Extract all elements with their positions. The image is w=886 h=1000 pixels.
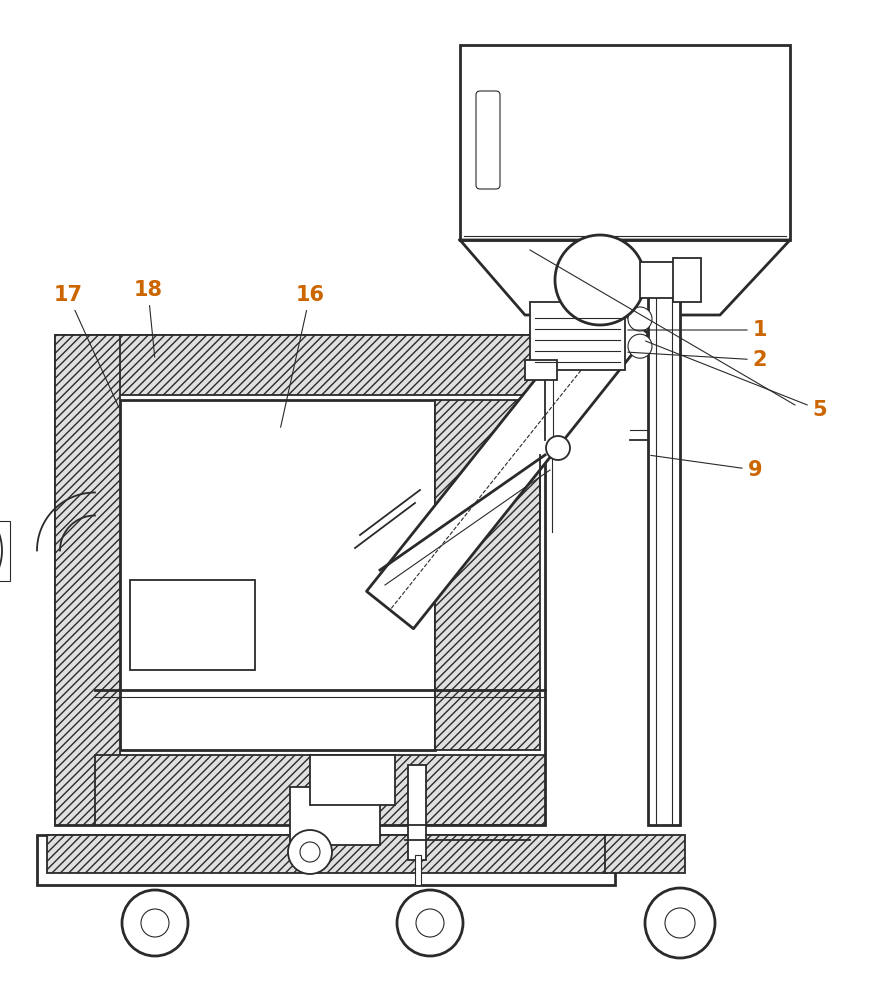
Text: 18: 18 (134, 280, 162, 357)
Bar (605, 835, 685, 873)
Bar (435, 400, 540, 750)
Bar (290, 787, 380, 845)
Text: 5: 5 (646, 341, 828, 420)
Text: 1: 1 (628, 320, 767, 340)
Text: 9: 9 (650, 455, 762, 480)
Bar (55, 335, 545, 825)
Bar (530, 302, 625, 370)
Bar (130, 580, 255, 670)
Circle shape (288, 830, 332, 874)
Circle shape (0, 498, 2, 602)
Bar (310, 755, 395, 805)
Bar (55, 335, 120, 825)
Circle shape (546, 436, 570, 460)
Bar (47, 835, 607, 873)
Text: 16: 16 (281, 285, 324, 427)
Bar (37, 835, 615, 885)
Circle shape (665, 908, 695, 938)
Bar (460, 45, 790, 240)
Circle shape (141, 909, 169, 937)
Circle shape (397, 890, 463, 956)
Bar (0, 520, 10, 580)
Bar (525, 360, 557, 380)
Bar (648, 290, 680, 825)
Circle shape (628, 334, 652, 358)
Circle shape (122, 890, 188, 956)
Circle shape (300, 842, 320, 862)
Circle shape (628, 307, 652, 331)
Polygon shape (367, 296, 649, 629)
Bar (95, 335, 545, 395)
Circle shape (555, 235, 645, 325)
Circle shape (645, 888, 715, 958)
Bar (673, 258, 701, 302)
Bar (408, 765, 426, 860)
FancyBboxPatch shape (476, 91, 500, 189)
Bar (120, 400, 435, 750)
Text: 2: 2 (628, 350, 767, 370)
Polygon shape (460, 240, 790, 315)
Text: 17: 17 (53, 285, 119, 407)
Circle shape (416, 909, 444, 937)
Bar (640, 262, 678, 298)
Bar (95, 755, 545, 825)
Bar (415, 855, 421, 885)
